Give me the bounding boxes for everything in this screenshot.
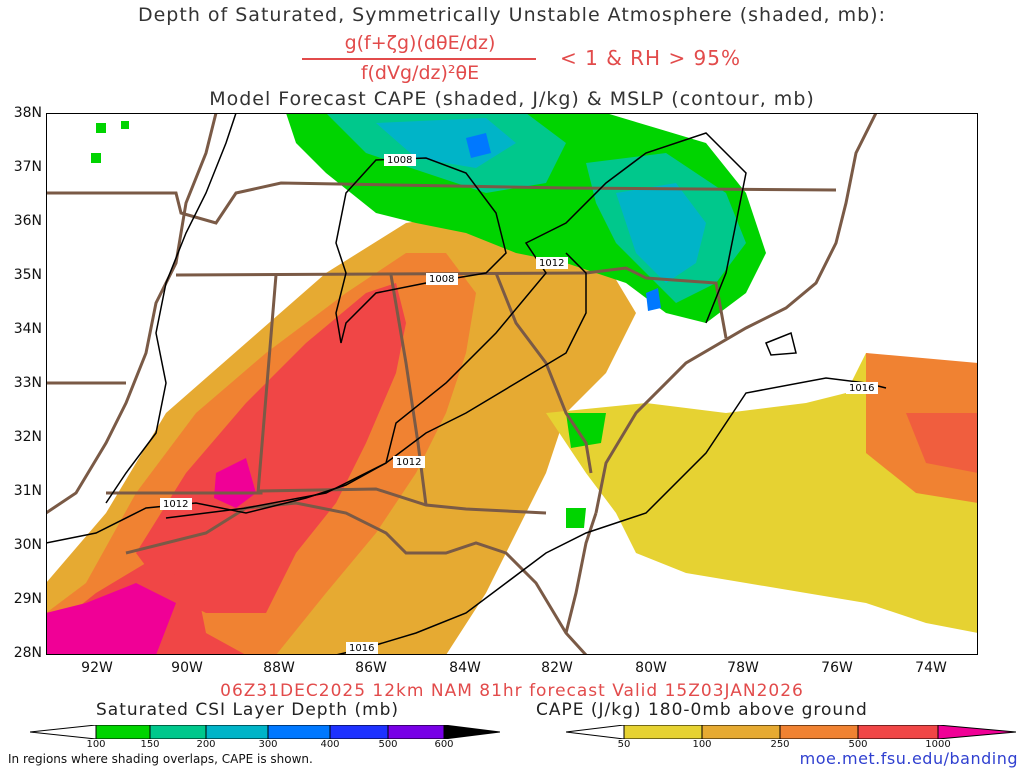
cape-tick-label: 250: [770, 739, 790, 750]
state-boundaries: [46, 113, 878, 655]
lat-label: 38N: [13, 105, 42, 121]
lon-label: 88W: [263, 660, 295, 676]
contour-labels: 1008 1008 1012 1012 1012 1016 1016: [160, 154, 878, 654]
lon-label: 78W: [727, 660, 759, 676]
lat-label: 36N: [13, 213, 42, 229]
lon-label: 74W: [915, 660, 947, 676]
csi-tick-label: 600: [434, 739, 454, 750]
contour-label: 1012: [539, 258, 564, 269]
lat-label: 31N: [13, 483, 42, 499]
csi-tick-label: 300: [258, 739, 278, 750]
lon-label: 86W: [355, 660, 387, 676]
overlap-note: In regions where shading overlaps, CAPE …: [8, 752, 313, 766]
cape-tick-label: 100: [692, 739, 712, 750]
forecast-valid-time: 06Z31DEC2025 12km NAM 81hr forecast Vali…: [220, 681, 804, 701]
lat-label: 34N: [13, 321, 42, 337]
csi-tick-label: 150: [140, 739, 160, 750]
lon-label: 90W: [171, 660, 203, 676]
map-frame: [46, 113, 978, 655]
csi-tick-label: 200: [196, 739, 216, 750]
lat-label: 37N: [13, 159, 42, 175]
cape-tick-label: 500: [848, 739, 868, 750]
cape-tick-label: 1000: [925, 739, 951, 750]
lon-label: 84W: [449, 660, 481, 676]
lon-label: 80W: [635, 660, 667, 676]
contour-label: 1012: [163, 499, 188, 510]
lat-label: 30N: [13, 537, 42, 553]
contour-label: 1012: [396, 457, 421, 468]
csi-tick-label: 100: [86, 739, 106, 750]
csi-colorbar-title: Saturated CSI Layer Depth (mb): [96, 700, 400, 720]
contour-label: 1016: [349, 643, 374, 654]
contour-label: 1016: [849, 383, 874, 394]
csi-tick-label: 500: [378, 739, 398, 750]
forecast-map: 1008 1008 1012 1012 1012 1016 1016: [46, 113, 978, 655]
cape-tick-label: 50: [617, 739, 631, 750]
title-line3: Model Forecast CAPE (shaded, J/kg) & MSL…: [209, 88, 815, 110]
contour-label: 1008: [387, 155, 412, 166]
cape-colorbar-title: CAPE (J/kg) 180-0mb above ground: [536, 700, 868, 720]
formula-numerator: g(f+ζg)(dθE/dz): [344, 32, 496, 54]
cape-colorbar: [566, 725, 1016, 739]
cape-shading: [46, 203, 978, 655]
lat-label: 33N: [13, 375, 42, 391]
contour-label: 1008: [429, 274, 454, 285]
csi-colorbar: [30, 725, 500, 739]
lon-label: 82W: [541, 660, 573, 676]
lat-label: 35N: [13, 267, 42, 283]
fraction-bar: [302, 58, 536, 60]
lat-label: 32N: [13, 429, 42, 445]
lat-label: 28N: [13, 645, 42, 661]
lat-label: 29N: [13, 591, 42, 607]
source-url[interactable]: moe.met.fsu.edu/banding: [799, 749, 1018, 768]
title-line1: Depth of Saturated, Symmetrically Unstab…: [137, 4, 886, 26]
lon-label: 92W: [81, 660, 113, 676]
formula-condition: < 1 & RH > 95%: [560, 46, 742, 70]
formula-denominator: f(dVg/dz)²θE: [360, 62, 480, 84]
mslp-contours: [46, 113, 887, 655]
lon-label: 76W: [821, 660, 853, 676]
csi-tick-label: 400: [320, 739, 340, 750]
